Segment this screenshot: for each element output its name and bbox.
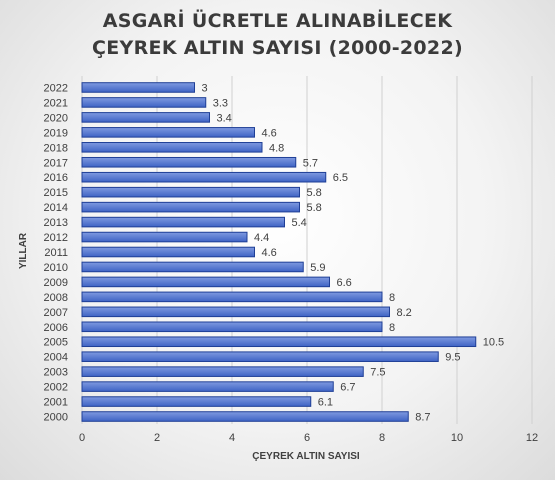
bar-2021 bbox=[81, 97, 207, 108]
bars bbox=[81, 82, 477, 422]
y-tick-label-2003: 2003 bbox=[44, 367, 68, 379]
x-tick-labels: 0 2 4 6 8 10 12 bbox=[79, 432, 538, 444]
bar-2007 bbox=[81, 306, 390, 318]
y-tick-labels: 2022 2021 2020 2019 2018 2017 2016 2015 2014 2013… bbox=[44, 82, 68, 423]
data-label-2004: 9.5 bbox=[445, 352, 460, 364]
y-tick-label-2006: 2006 bbox=[44, 322, 68, 334]
x-tick-label: 2 bbox=[154, 432, 160, 444]
y-tick-label-2020: 2020 bbox=[44, 112, 68, 124]
data-label-2006: 8 bbox=[389, 322, 395, 334]
y-tick-label-2012: 2012 bbox=[44, 232, 68, 244]
y-tick-label-2018: 2018 bbox=[44, 142, 68, 154]
y-tick-label-2002: 2002 bbox=[44, 382, 68, 394]
y-tick-label-2000: 2000 bbox=[44, 412, 68, 424]
data-label-2008: 8 bbox=[389, 292, 395, 304]
bar-2013 bbox=[81, 216, 285, 228]
x-tick-label: 0 bbox=[79, 432, 85, 444]
bar-2001 bbox=[81, 396, 312, 407]
chart-title-line-2: ÇEYREK ALTIN SAYISI (2000-2022) bbox=[92, 37, 463, 59]
bar-2022 bbox=[81, 82, 195, 93]
bar-2019 bbox=[81, 127, 255, 138]
bar-2016 bbox=[81, 171, 327, 183]
y-tick-label-2013: 2013 bbox=[44, 217, 68, 229]
bar-2002 bbox=[81, 381, 334, 392]
bar-2009 bbox=[81, 276, 330, 288]
data-label-2009: 6.6 bbox=[337, 277, 352, 289]
y-tick-label-2001: 2001 bbox=[44, 397, 68, 409]
bar-2010 bbox=[81, 261, 304, 273]
x-axis-title: ÇEYREK ALTIN SAYISI bbox=[252, 451, 360, 462]
data-label-2002: 6.7 bbox=[340, 382, 355, 394]
bar-2003 bbox=[81, 366, 364, 377]
x-tick-label: 10 bbox=[451, 432, 463, 444]
y-tick-label-2015: 2015 bbox=[44, 187, 68, 199]
data-label-2000: 8.7 bbox=[415, 412, 430, 424]
bar-2015 bbox=[81, 186, 300, 198]
data-label-2022: 3 bbox=[202, 82, 208, 94]
data-label-2010: 5.9 bbox=[310, 262, 325, 274]
x-tick-label: 8 bbox=[379, 432, 385, 444]
y-tick-label-2017: 2017 bbox=[44, 157, 68, 169]
y-tick-label-2022: 2022 bbox=[44, 82, 68, 94]
data-label-2014: 5.8 bbox=[307, 202, 322, 214]
data-label-2012: 4.4 bbox=[254, 232, 269, 244]
x-tick-label: 4 bbox=[229, 432, 235, 444]
x-tick-label: 6 bbox=[304, 432, 310, 444]
data-label-2003: 7.5 bbox=[370, 367, 385, 379]
bar-2011 bbox=[81, 246, 255, 258]
bar-2005 bbox=[81, 336, 477, 348]
bar-2004 bbox=[81, 351, 439, 362]
data-label-2018: 4.8 bbox=[269, 142, 284, 154]
data-label-2019: 4.6 bbox=[262, 127, 277, 139]
y-axis-title: YILLAR bbox=[18, 232, 29, 269]
data-label-2015: 5.8 bbox=[307, 187, 322, 199]
data-label-2011: 4.6 bbox=[262, 247, 277, 259]
data-label-2001: 6.1 bbox=[318, 397, 333, 409]
y-tick-label-2011: 2011 bbox=[44, 247, 68, 259]
bar-2012 bbox=[81, 231, 248, 243]
bar-2017 bbox=[81, 156, 297, 168]
data-label-2007: 8.2 bbox=[397, 307, 412, 319]
chart-title-line-1: ASGARİ ÜCRETLE ALINABİLECEK bbox=[102, 10, 453, 32]
y-tick-label-2019: 2019 bbox=[44, 127, 68, 139]
y-tick-label-2008: 2008 bbox=[44, 292, 68, 304]
bar-2018 bbox=[81, 142, 263, 153]
data-labels: 33.33.44.64.85.76.55.85.85.44.44.65.96.6… bbox=[202, 82, 505, 423]
bar-2000 bbox=[81, 411, 409, 422]
bar-2008 bbox=[81, 291, 383, 303]
data-label-2021: 3.3 bbox=[213, 97, 228, 109]
y-tick-label-2021: 2021 bbox=[44, 97, 68, 109]
y-tick-label-2010: 2010 bbox=[44, 262, 68, 274]
x-tick-label: 12 bbox=[526, 432, 538, 444]
y-tick-label-2005: 2005 bbox=[44, 337, 68, 349]
bar-2006 bbox=[81, 321, 383, 333]
data-label-2017: 5.7 bbox=[303, 157, 318, 169]
y-tick-label-2016: 2016 bbox=[44, 172, 68, 184]
bar-2014 bbox=[81, 201, 300, 213]
bar-2020 bbox=[81, 112, 210, 123]
data-label-2005: 10.5 bbox=[483, 337, 504, 349]
y-tick-label-2014: 2014 bbox=[44, 202, 68, 214]
y-tick-label-2009: 2009 bbox=[44, 277, 68, 289]
data-label-2016: 6.5 bbox=[333, 172, 348, 184]
data-label-2020: 3.4 bbox=[217, 112, 232, 124]
y-tick-label-2004: 2004 bbox=[44, 352, 68, 364]
data-label-2013: 5.4 bbox=[292, 217, 307, 229]
y-tick-label-2007: 2007 bbox=[44, 307, 68, 319]
